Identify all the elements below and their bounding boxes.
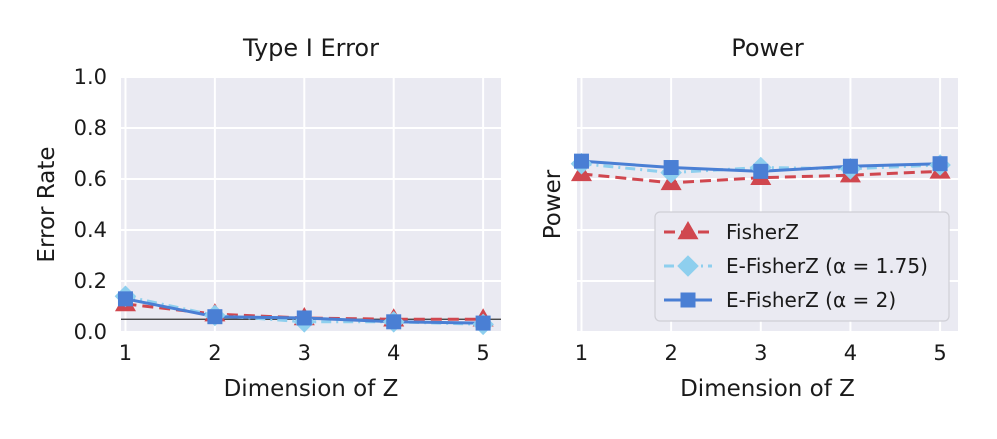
y-tick-label: 0.2 xyxy=(74,269,107,293)
marker-triangle xyxy=(677,221,699,240)
marker-square xyxy=(475,315,491,331)
marker-square xyxy=(207,309,223,325)
legend: FisherZ E-FisherZ (α = 1.75) E-FisherZ (α … xyxy=(654,211,950,322)
x-tick-label: 1 xyxy=(119,341,132,365)
chart-panel-1: Type I Error 1 2 3 4 5 0.0 0.2 0.4 0.6 0.8 1.0 Dimen… xyxy=(34,34,501,402)
x-tick-label: 5 xyxy=(476,341,489,365)
x-tick-label: 3 xyxy=(298,341,311,365)
plot-background xyxy=(121,77,501,332)
x-tick-label: 5 xyxy=(933,341,946,365)
x-tick-label: 2 xyxy=(208,341,221,365)
y-axis-label: Error Rate xyxy=(34,146,60,262)
legend-label-3: E-FisherZ (α = 2) xyxy=(726,288,896,312)
legend-label-2: E-FisherZ (α = 1.75) xyxy=(726,254,928,278)
marker-square xyxy=(753,163,769,179)
marker-square xyxy=(296,310,312,326)
x-tick-label: 1 xyxy=(575,341,588,365)
chart-title: Power xyxy=(731,34,804,62)
marker-square xyxy=(842,158,858,174)
y-tick-label: 0.8 xyxy=(74,116,107,140)
marker-square xyxy=(117,291,133,307)
y-tick-label: 0.0 xyxy=(74,320,107,344)
x-axis-label: Dimension of Z xyxy=(680,376,855,402)
y-tick-label: 1.0 xyxy=(74,65,107,89)
y-tick-label: 0.6 xyxy=(74,167,107,191)
x-tick-label: 3 xyxy=(754,341,767,365)
y-axis-label: Power xyxy=(540,169,566,239)
chart-title: Type I Error xyxy=(242,34,379,62)
legend-label-1: FisherZ xyxy=(726,220,799,244)
y-tick-label: 0.4 xyxy=(74,218,107,242)
marker-diamond xyxy=(677,255,699,277)
legend-box xyxy=(654,211,950,322)
marker-square xyxy=(573,153,589,169)
marker-square xyxy=(680,292,696,308)
x-axis-label: Dimension of Z xyxy=(224,376,399,402)
x-tick-label: 4 xyxy=(387,341,400,365)
x-tick-label: 2 xyxy=(664,341,677,365)
marker-square xyxy=(663,160,679,176)
marker-square xyxy=(386,314,402,330)
chart-panel-2: Power 1 2 3 4 5 Dimension of Z Power FisherZ E-Fi… xyxy=(540,34,958,402)
x-tick-label: 4 xyxy=(844,341,857,365)
marker-square xyxy=(932,156,948,172)
